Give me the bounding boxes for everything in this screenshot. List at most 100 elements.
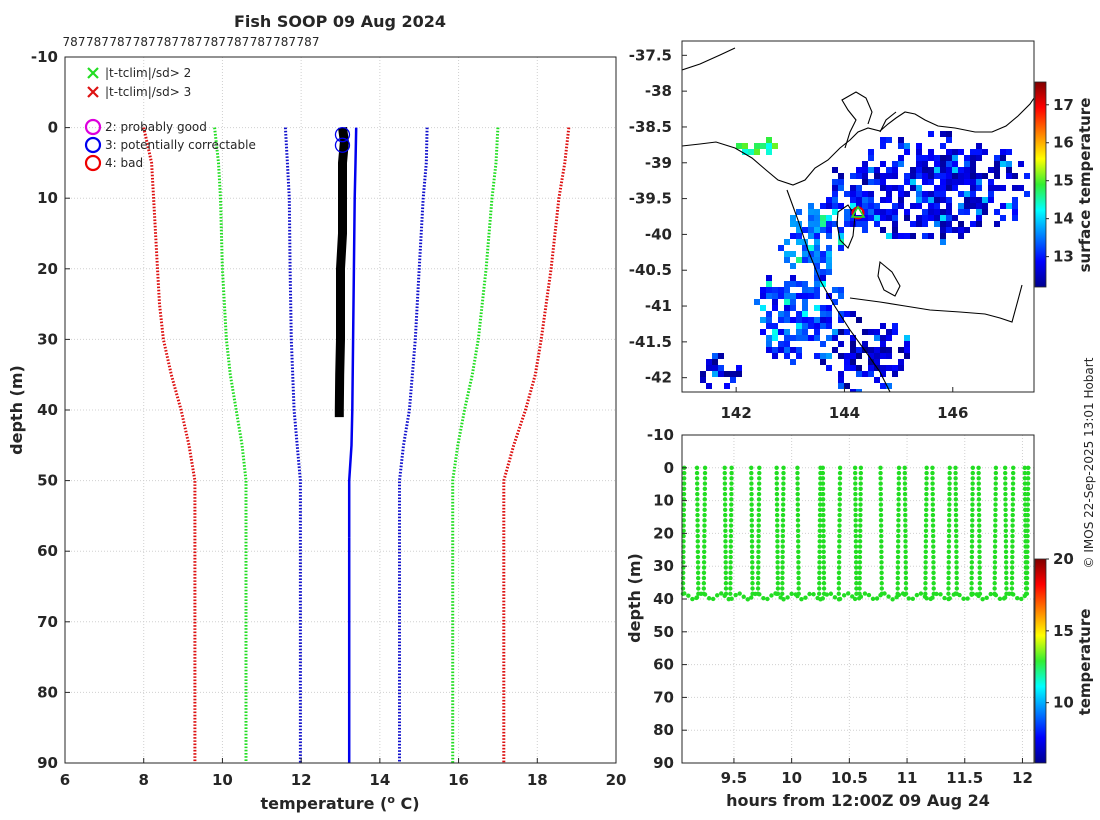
timeseries-point [993,486,998,491]
timeseries-point [878,512,884,518]
timeseries-point [854,581,859,586]
sst-pixel [796,347,802,353]
timeseries-point [820,502,826,507]
sst-pixel [832,299,838,305]
sst-pixel [766,137,772,143]
timeseries-point [702,491,708,497]
sst-pixel [802,323,808,329]
sst-pixel [796,335,802,341]
timeseries-point [682,470,687,476]
sst-pixel [850,191,856,197]
sst-pixel [820,317,826,323]
timeseries-point [1002,465,1008,470]
timeseries-point [1022,481,1028,486]
sst-pixel [874,179,880,185]
sst-pixel [850,389,856,392]
sst-pixel [1018,161,1024,167]
timeseries-point [702,518,707,523]
sst-pixel [922,233,928,239]
sst-pixel [994,221,1000,227]
sst-pixel [844,209,850,215]
sst-pixel [940,179,946,185]
timeseries-point [931,565,936,570]
cruise-id-labels: 787 787 787 787 787 787 787 787 787 787 787 [63,35,320,49]
timeseries-point [853,502,858,507]
timeseries-point [930,523,936,528]
timeseries-point [1010,476,1016,481]
sst-pixel [928,131,934,137]
sst-pixel [874,209,880,215]
timeseries-point [895,565,901,570]
timeseries-point [953,497,959,502]
sst-pixel [970,221,976,227]
timeseries-point [817,528,823,533]
timeseries-point [1025,491,1031,497]
sst-pixel [976,197,982,203]
timeseries-point [992,560,998,565]
timeseries-point [722,465,727,470]
sst-pixel [808,287,814,293]
sst-pixel [838,287,844,293]
timeseries-point [858,491,863,497]
timeseries-point [993,512,998,518]
timeseries-point [896,528,901,533]
timeseries-point [701,581,707,586]
timeseries-point [946,523,952,528]
timeseries-point [728,528,734,533]
timeseries-point [728,570,733,575]
timeseries-point [756,507,762,512]
sst-pixel [952,167,958,173]
timeseries-point [923,539,929,544]
sst-pixel [814,323,820,329]
timeseries-point [769,593,774,598]
sst-pixel [832,167,838,173]
timeseries-point [977,533,982,539]
timeseries-point [729,486,734,491]
sst-pixel [796,257,802,263]
timeseries-point [722,481,728,486]
sst-pixel [814,287,820,293]
sst-pixel [808,227,814,233]
sst-pixel [796,281,802,287]
timeseries-point [817,565,822,570]
timeseries-point [903,565,908,570]
sst-pixel [742,143,748,149]
sst-pixel [790,281,796,287]
timeseries-point [728,591,733,596]
timeseries-point [780,533,786,539]
timeseries-point [722,491,728,497]
timeseries-point [946,549,952,554]
sst-pixel [946,149,952,155]
timeseries-point [903,523,908,528]
timeseries-point [695,491,700,497]
sst-pixel [976,185,982,191]
timeseries-point [756,512,762,518]
sst-pixel [940,227,946,233]
sst-pixel [814,233,820,239]
timeseries-point [924,470,929,476]
sst-pixel [850,341,856,347]
sst-pixel [976,209,982,215]
sst-pixel [820,311,826,317]
timeseries-point [817,575,822,581]
timeseries-point [858,507,863,512]
sst-pixel [820,257,826,263]
sst-pixel [784,347,790,353]
timeseries-point [781,470,786,476]
sst-pixel [778,287,784,293]
timeseries-point [947,470,952,476]
timeseries-point [807,591,812,597]
profile-line-observed-profiles [334,126,349,418]
sst-pixel [904,209,910,215]
timeseries-point [757,476,762,481]
profile-y-ticks: -10 0 10 20 30 40 50 60 70 80 90 [31,48,70,772]
sst-pixel [952,185,958,191]
timeseries-point [878,507,884,512]
timeseries-point [879,560,884,565]
timeseries-point [930,502,936,507]
sst-pixel [856,173,862,179]
timeseries-point [857,533,863,539]
timeseries-point [903,570,909,575]
cruise-id-label: 787 [250,35,273,49]
sst-pixel [1012,209,1018,215]
